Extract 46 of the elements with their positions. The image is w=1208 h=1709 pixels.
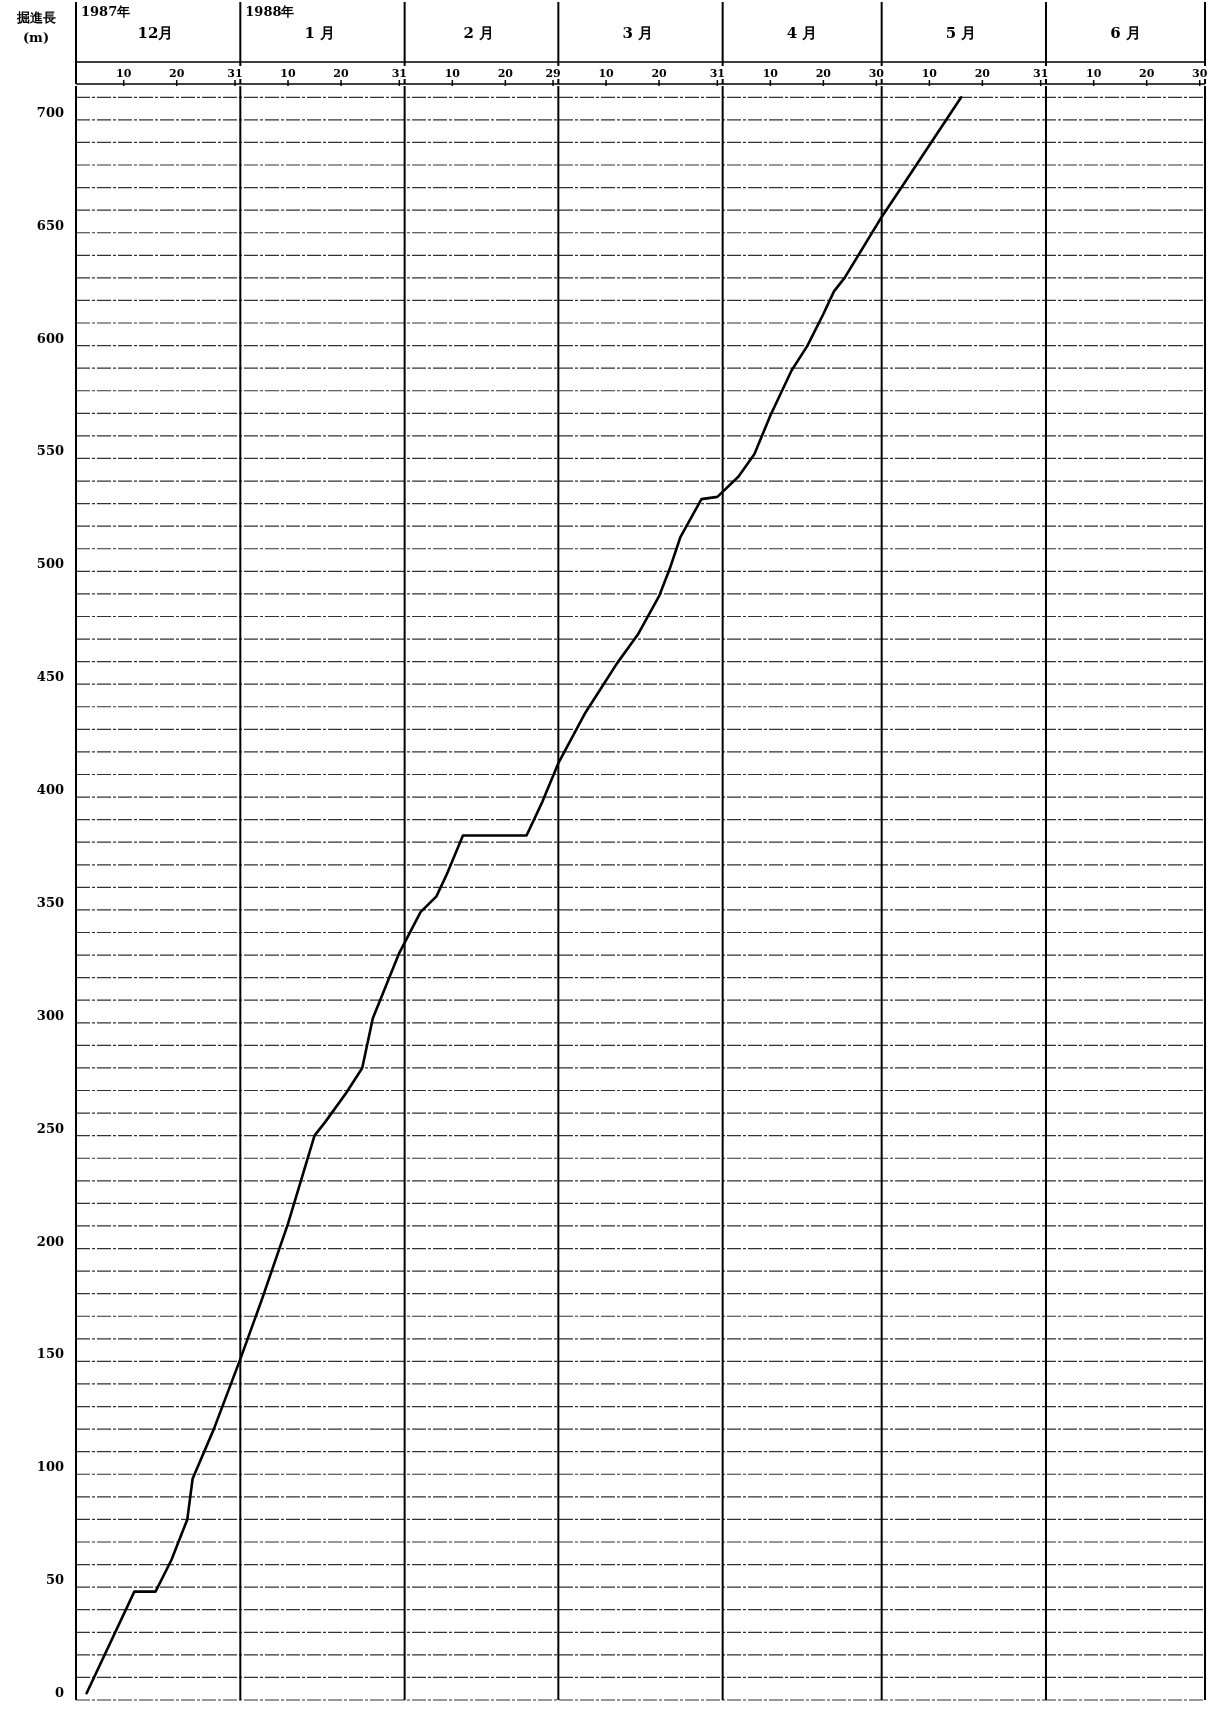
y-tick-label: 400 [36, 782, 64, 798]
x2-tick-label: 6 月 [1110, 24, 1141, 42]
x2-tick-label: 2 月 [463, 24, 495, 42]
x2-tick-label: 3 月 [622, 24, 654, 42]
y-tick-label: 650 [36, 217, 64, 233]
y-tick-label: 100 [36, 1459, 64, 1475]
x-tick-label: 20 [651, 67, 668, 80]
y-tick-label: 600 [36, 330, 64, 346]
x-tick-label: 10 [116, 67, 132, 80]
x-tick-label: 31 [709, 67, 726, 80]
x-tick-label: 10 [598, 67, 615, 80]
y-tick-label: 50 [45, 1572, 64, 1588]
y-tick-label: 500 [36, 556, 64, 572]
y-tick-label: 150 [36, 1346, 64, 1362]
x2-tick-label: 4 月 [786, 24, 818, 42]
x-tick-label: 29 [545, 67, 561, 80]
x-tick-label: 30 [868, 67, 885, 80]
x-tick-label: 20 [333, 67, 350, 80]
y-tick-label: 350 [36, 894, 64, 910]
x-tick-label: 31 [1033, 67, 1049, 80]
x2-tick-label: 1 月 [304, 24, 336, 42]
x-tick-label: 10 [921, 67, 938, 80]
x-tick-label: 10 [280, 67, 297, 80]
text: 1988年 [245, 4, 295, 19]
y-tick-label: 300 [36, 1007, 64, 1023]
x-tick-label: 20 [1139, 67, 1155, 80]
x-tick-label: 20 [815, 67, 832, 80]
text: 1987年 [81, 4, 131, 19]
x-tick-label: 10 [444, 67, 461, 80]
y-tick-label: 0 [54, 1685, 64, 1700]
x-tick-label: 31 [227, 67, 243, 80]
x-tick-label: 30 [1192, 67, 1208, 80]
y-tick-label: 200 [36, 1233, 64, 1249]
x-tick-label: 10 [762, 67, 779, 80]
x-tick-label: 20 [497, 67, 514, 80]
x-tick-label: 20 [974, 67, 991, 80]
y-tick-label: 550 [36, 443, 64, 459]
y-axis-title: 掘進長 (m) [15, 10, 56, 45]
y-tick-label: 250 [36, 1120, 64, 1136]
x-tick-label: 20 [169, 67, 185, 80]
y-tick-label: 700 [36, 104, 64, 120]
x2-tick-label: 5 月 [945, 24, 977, 42]
y-tick-label: 450 [36, 669, 64, 685]
x-tick-label: 10 [1086, 67, 1102, 80]
x-tick-label: 31 [391, 67, 407, 80]
x2-tick-label: 12月 [137, 24, 174, 42]
